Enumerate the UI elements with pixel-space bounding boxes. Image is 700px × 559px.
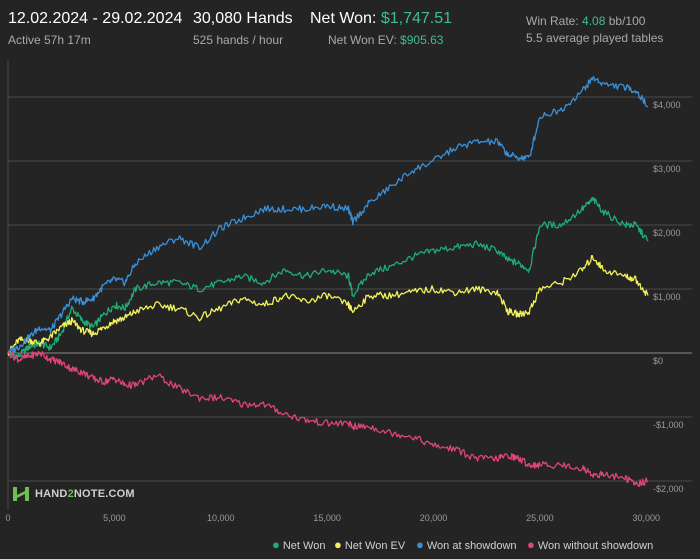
hands-block: 30,080 Hands 525 hands / hour [193,10,293,47]
y-tick-label: -$2,000 [653,484,684,494]
net-won-value: $1,747.51 [380,10,453,27]
series-line-won_without_showdown [7,350,649,487]
x-tick-label: 15,000 [313,513,341,523]
profit-chart: 0 5,000 10,000 15,000 20,000 25,000 30,000 $4,… [5,60,692,523]
win-rate-label: Win Rate: [526,14,579,28]
x-tick-label: 0 [5,513,10,523]
hand2note-logo: HAND2NOTE.COM [12,486,135,502]
net-won-ev-label: Net Won EV: [328,33,397,47]
legend-dot-net-won-ev: ● [334,537,342,552]
net-won: Net Won: $1,747.51 [310,10,452,28]
legend-item-net-won[interactable]: ● Net Won [272,537,325,552]
active-time: Active 57h 17m [8,33,91,47]
x-tick-label: 5,000 [103,513,126,523]
y-tick-label: -$1,000 [653,420,684,430]
hand2note-logo-icon [13,487,29,501]
win-rate-value: 4.08 [582,14,606,28]
net-won-block: Net Won: $1,747.51 Net Won EV: $905.63 [310,10,452,47]
series-line-net_won_ev [7,254,649,356]
legend-label-net-won-ev: Net Won EV [344,540,406,552]
average-tables: 5.5 average played tables [526,31,664,45]
y-tick-label: $2,000 [653,228,681,238]
net-won-ev: Net Won EV: $905.63 [310,33,452,47]
grid-lines [7,60,692,510]
y-tick-label: $1,000 [653,292,681,302]
date-block: 12.02.2024 - 29.02.2024 Active 57h 17m [8,10,182,47]
legend-dot-won-showdown: ● [416,537,424,552]
y-tick-label: $0 [653,356,663,366]
series-line-won_showdown [7,76,649,355]
y-axis-ticks: $4,000 $3,000 $2,000 $1,000 $0 -$1,000 -$2,000 [653,100,684,494]
net-won-ev-value: $905.63 [400,33,444,47]
legend-item-net-won-ev[interactable]: ● Net Won EV [334,537,405,552]
chart-header: 12.02.2024 - 29.02.2024 Active 57h 17m 3… [0,0,700,58]
x-tick-label: 25,000 [526,513,554,523]
hands-count: 30,080 Hands [193,10,293,27]
series-line-net_won [7,196,649,360]
y-tick-label: $4,000 [653,100,681,110]
y-tick-label: $3,000 [653,164,681,174]
hands-rate: 525 hands / hour [193,33,284,47]
legend-dot-net-won: ● [272,537,280,552]
hand2note-logo-text: HAND2NOTE.COM [35,488,135,500]
x-axis-ticks: 0 5,000 10,000 15,000 20,000 25,000 30,000 [5,513,660,523]
legend-dot-won-without-showdown: ● [527,537,535,552]
x-tick-label: 10,000 [207,513,235,523]
x-tick-label: 30,000 [633,513,661,523]
legend-label-net-won: Net Won [282,540,326,552]
series-lines [7,76,649,487]
legend-label-won-without-showdown: Won without showdown [537,540,654,552]
legend-label-won-showdown: Won at showdown [426,540,517,552]
x-tick-label: 20,000 [420,513,448,523]
legend-item-won-showdown[interactable]: ● Won at showdown [416,537,517,552]
legend-item-won-without-showdown[interactable]: ● Won without showdown [527,537,653,552]
win-rate: Win Rate: 4.08 bb/100 [526,13,663,30]
win-rate-block: Win Rate: 4.08 bb/100 5.5 average played… [526,13,663,47]
net-won-label: Net Won: [310,10,377,27]
date-range: 12.02.2024 - 29.02.2024 [8,10,183,27]
win-rate-unit: bb/100 [608,14,646,28]
